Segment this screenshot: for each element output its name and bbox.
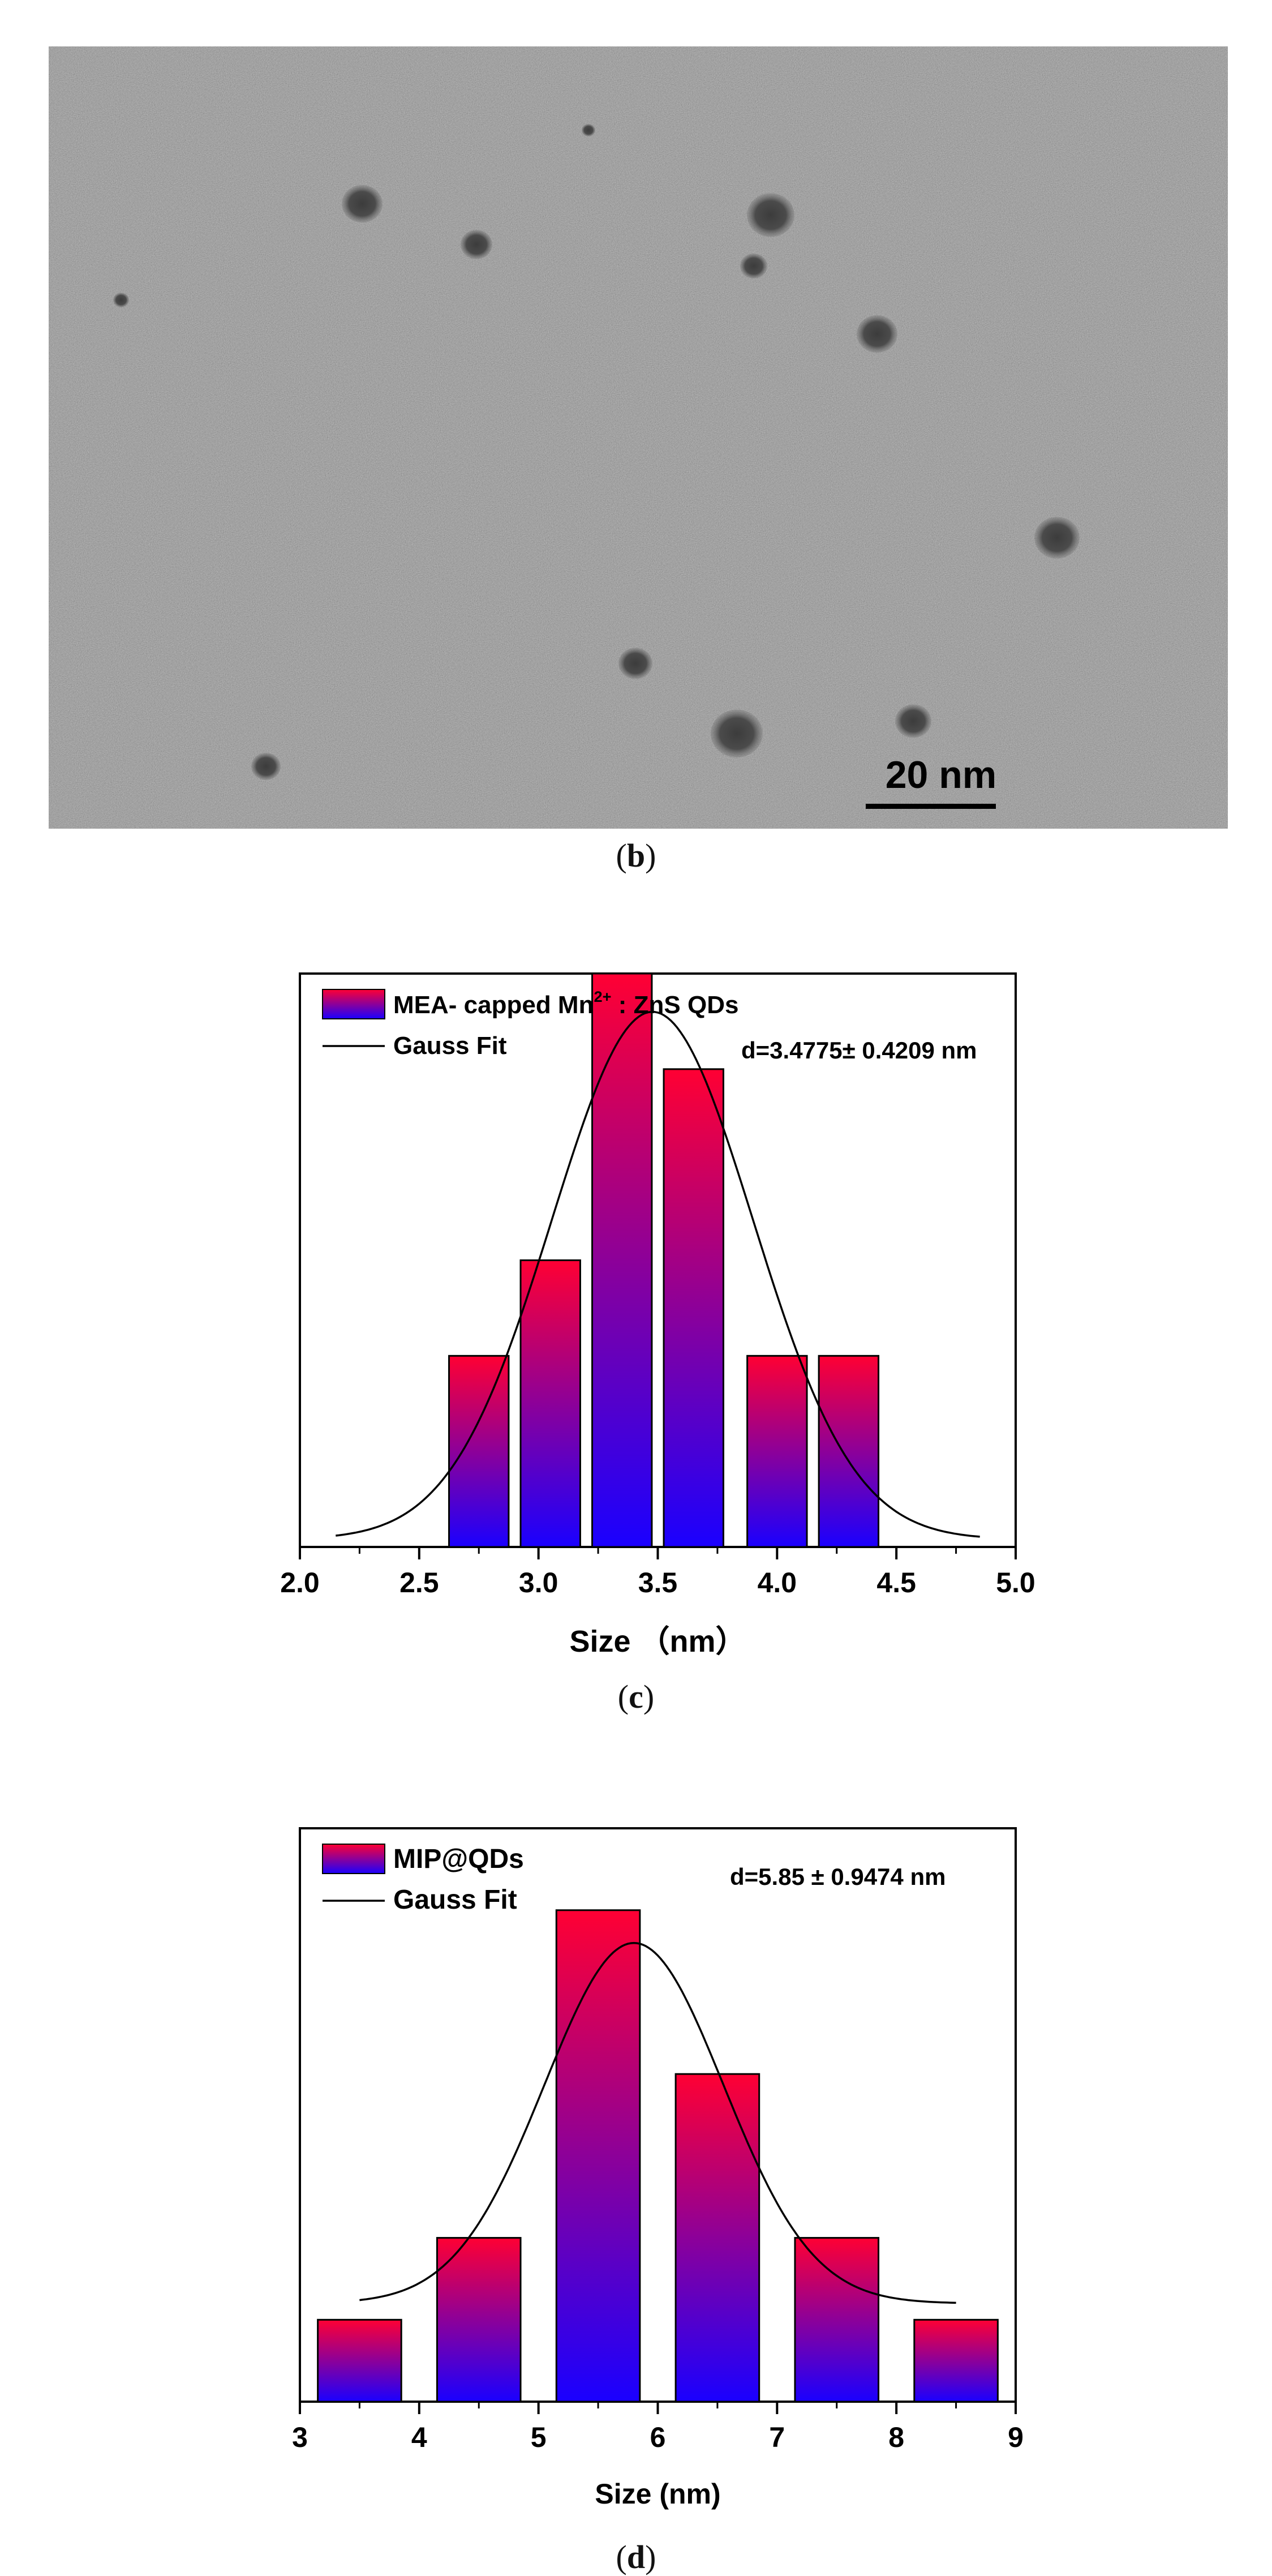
x-tick-label: 6 <box>650 2421 666 2453</box>
x-tick-label: 3.0 <box>519 1567 558 1598</box>
caption-c: (c) <box>617 1678 655 1715</box>
quantum-dot <box>747 193 794 237</box>
x-tick-label: 9 <box>1008 2421 1024 2453</box>
size-annotation: d=3.4775± 0.4209 nm <box>741 1037 977 1064</box>
x-axis-label: Size （nm） <box>569 1625 746 1658</box>
histogram-bar <box>674 2073 760 2403</box>
quantum-dot <box>711 709 763 758</box>
quantum-dot <box>251 753 281 780</box>
caption-d: (d) <box>616 2539 656 2575</box>
x-tick-label: 5.0 <box>996 1567 1035 1598</box>
x-tick-label: 4 <box>411 2421 427 2453</box>
quantum-dot <box>857 315 897 353</box>
quantum-dot <box>1034 517 1080 559</box>
histogram-c: 2.0 2.5 3.0 3.5 4.0 4.5 5.0 Size （nm） MEA- cappe… <box>280 972 1035 1658</box>
x-tick-label: 3.5 <box>638 1567 678 1598</box>
tem-micrograph: 20 nm <box>49 46 1228 829</box>
histogram-d: 3 4 5 6 7 8 9 Size (nm) MIP@QDs Gauss Fit d=5.85 ±… <box>292 1827 1024 2510</box>
tem-noise <box>49 46 1228 829</box>
quantum-dot <box>618 648 652 679</box>
histogram-bar <box>519 1259 581 1548</box>
histogram-bar <box>448 1355 510 1548</box>
histogram-bar <box>818 1355 880 1548</box>
x-tick-label: 4.0 <box>758 1567 797 1598</box>
histogram-bar <box>913 2318 999 2403</box>
x-tick-label: 8 <box>888 2421 904 2453</box>
caption-d-letter: d <box>626 2539 646 2575</box>
panel-c: 2.0 2.5 3.0 3.5 4.0 4.5 5.0 Size （nm） MEA- cappe… <box>0 951 1272 1755</box>
scale-bar <box>866 804 996 809</box>
histogram-bar <box>746 1355 808 1548</box>
legend-label-bars: MIP@QDs <box>393 1844 524 1874</box>
legend-swatch-bars <box>322 989 385 1019</box>
histogram-bar <box>794 2237 880 2403</box>
caption-b: (b) <box>616 837 656 874</box>
legend-superscript: 2+ <box>594 988 611 1005</box>
x-tick-label: 7 <box>769 2421 785 2453</box>
x-tick-label: 2.5 <box>399 1567 439 1598</box>
caption-c-letter: c <box>629 1678 643 1715</box>
scale-bar-label: 20 nm <box>886 753 997 796</box>
quantum-dot <box>342 185 383 223</box>
x-tick-label: 2.0 <box>280 1567 320 1598</box>
quantum-dot <box>740 253 767 279</box>
legend-swatch-bars <box>322 1844 385 1874</box>
x-tick-label: 5 <box>531 2421 547 2453</box>
quantum-dot <box>895 704 931 738</box>
quantum-dots <box>113 123 1080 780</box>
caption-b-letter: b <box>626 837 646 874</box>
histogram-bar <box>663 1068 724 1548</box>
quantum-dot <box>113 293 129 307</box>
legend-suffix: : ZnS QDs <box>612 991 739 1019</box>
panel-b: 20 nm (b) <box>0 0 1272 874</box>
size-annotation: d=5.85 ± 0.9474 nm <box>730 1863 946 1890</box>
quantum-dot <box>461 230 492 259</box>
gauss-fit-line <box>336 1010 980 1538</box>
histogram-bar <box>591 972 653 1548</box>
histogram-bar <box>555 1909 641 2403</box>
gauss-fit-line <box>359 1941 956 2304</box>
legend-label-fit: Gauss Fit <box>393 1032 507 1060</box>
histogram-bar <box>317 2318 402 2403</box>
legend-label-bars: MEA- capped Mn2+ : ZnS QDs <box>393 988 738 1019</box>
x-axis-label: Size (nm) <box>595 2478 720 2510</box>
histogram-bar <box>436 2237 522 2403</box>
legend-label-fit: Gauss Fit <box>393 1885 517 1915</box>
panel-d: 3 4 5 6 7 8 9 Size (nm) MIP@QDs Gauss Fit d=5.85 ±… <box>0 1800 1272 2575</box>
quantum-dot <box>582 123 595 137</box>
x-tick-label: 3 <box>292 2421 308 2453</box>
x-tick-label: 4.5 <box>876 1567 916 1598</box>
